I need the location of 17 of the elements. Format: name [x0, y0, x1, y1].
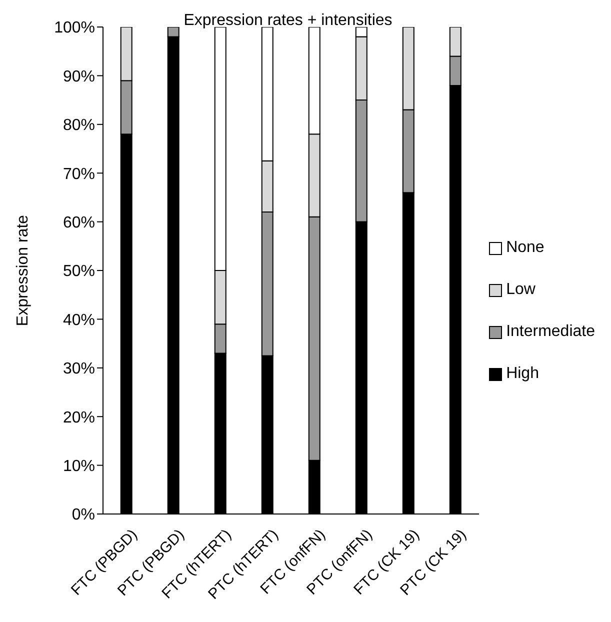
y-tick-label: 20% — [62, 409, 95, 426]
y-tick-label: 60% — [62, 214, 95, 232]
y-tick-label: 50% — [62, 263, 95, 280]
y-tick-label: 80% — [62, 117, 95, 134]
legend-label: None — [506, 239, 544, 257]
legend-label: Low — [506, 281, 536, 299]
y-tick-label: 30% — [62, 360, 95, 378]
y-tick-label: 0% — [72, 506, 95, 524]
chart-title: Expression rates + intensities — [182, 12, 394, 30]
y-tick-label: 90% — [62, 68, 95, 86]
legend-label: High — [506, 365, 539, 383]
y-tick-label: 40% — [62, 312, 95, 329]
y-axis-title: Expression rate — [14, 214, 32, 326]
legend-label: Intermediate — [506, 323, 595, 341]
y-tick-label: 10% — [62, 458, 95, 475]
y-tick-label: 70% — [62, 166, 95, 183]
y-tick-label: 100% — [54, 20, 95, 37]
